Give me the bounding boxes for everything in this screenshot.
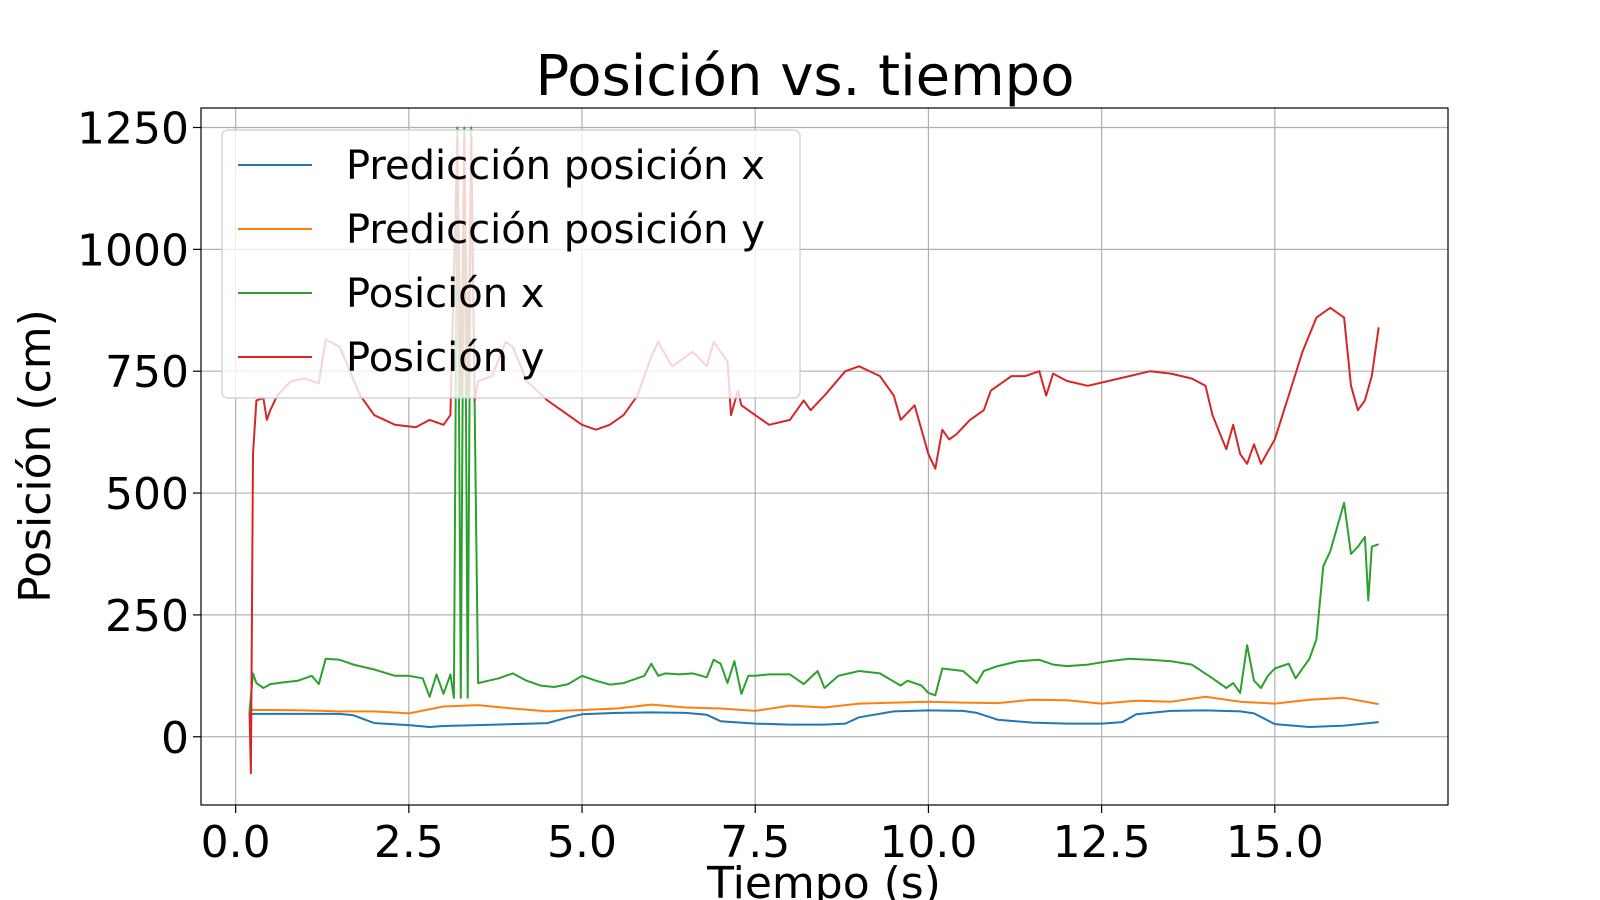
y-tick-label: 250 [105, 591, 189, 642]
legend-label: Posición y [346, 335, 544, 381]
legend-box [221, 129, 801, 399]
x-tick-label: 15.0 [1226, 817, 1324, 868]
x-tick-label: 2.5 [374, 817, 444, 868]
y-axis-title: Posición (cm) [10, 309, 61, 603]
y-tick-label: 750 [105, 347, 189, 398]
plot-frame [200, 107, 1449, 806]
series-line-3 [248, 126, 1380, 713]
legend-label: Posición x [346, 271, 544, 317]
series-line-2 [249, 695, 1379, 715]
chart-title: Posición vs. tiempo [536, 44, 1075, 109]
y-tick-label: 1250 [77, 103, 189, 154]
x-tick-label: 0.0 [201, 817, 271, 868]
y-tick-label: 0 [161, 713, 189, 764]
legend: Predicción posición x Predicción posición… [221, 129, 801, 399]
x-tick-label: 10.0 [879, 817, 977, 868]
y-tick-label: 1000 [77, 225, 189, 276]
x-tick-label: 7.5 [720, 817, 790, 868]
x-axis-title: Tiempo (s) [706, 858, 941, 900]
series-line-1 [249, 709, 1379, 728]
y-axis-ticks: 0 250 500 750 1000 1250 [77, 103, 201, 764]
series-line-4 [248, 136, 1380, 775]
x-tick-label: 5.0 [547, 817, 617, 868]
x-tick-label: 12.5 [1053, 817, 1151, 868]
y-tick-label: 500 [105, 469, 189, 520]
x-axis-ticks: 0.0 2.5 5.0 7.5 10.0 12.5 15.0 [201, 805, 1324, 868]
legend-label: Predicción posición x [346, 143, 765, 189]
legend-label: Predicción posición y [346, 207, 765, 253]
series-lines [248, 126, 1380, 775]
